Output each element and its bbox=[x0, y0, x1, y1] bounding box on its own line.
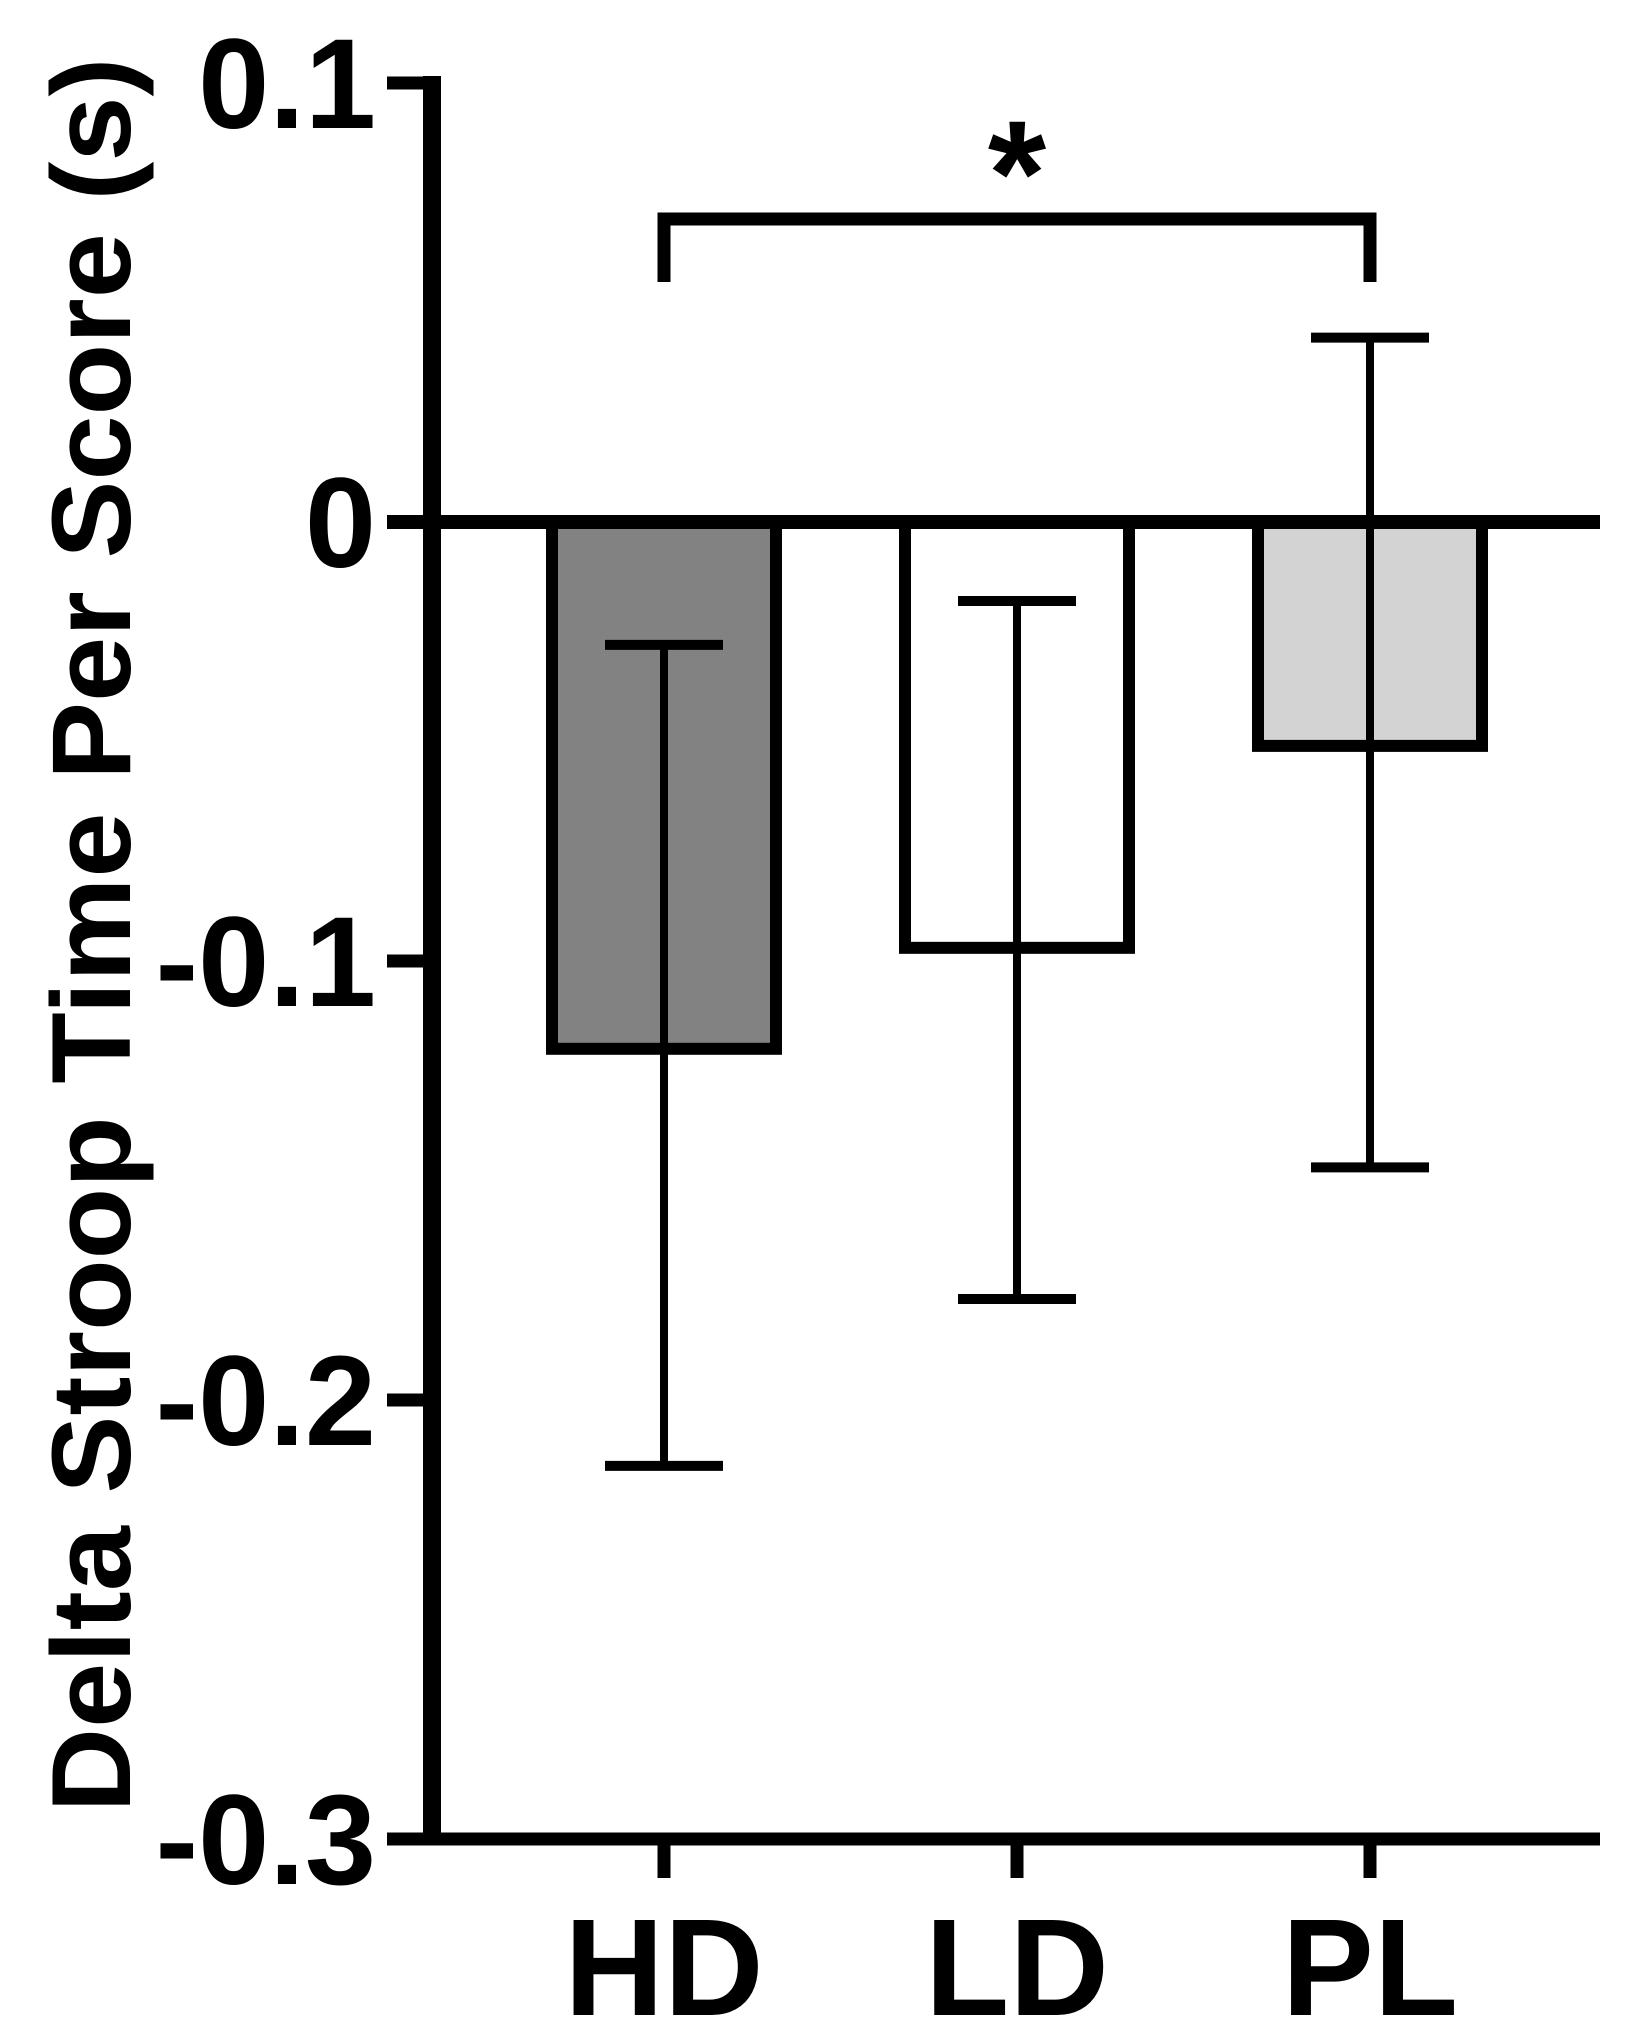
y-tick-label--0.2: -0.2 bbox=[155, 1330, 376, 1473]
bars-group bbox=[546, 332, 1488, 1471]
x-tick-label-ld: LD bbox=[925, 1891, 1109, 2044]
y-tick-label--0.1: -0.1 bbox=[155, 891, 376, 1034]
x-tick-label-pl: PL bbox=[1282, 1891, 1458, 2044]
significance-bracket: * bbox=[657, 89, 1377, 282]
x-labels-group: HD LD PL bbox=[564, 1839, 1458, 2044]
y-tick-label--0.3: -0.3 bbox=[155, 1769, 376, 1912]
significance-asterisk: * bbox=[988, 89, 1047, 257]
axes-group bbox=[387, 76, 1600, 1846]
y-tick-labels-group: 0.1 0 -0.1 -0.2 -0.3 bbox=[155, 13, 376, 1912]
x-tick-label-hd: HD bbox=[564, 1891, 763, 2044]
y-axis-title: Delta Stroop Time Per Score (s) bbox=[29, 58, 154, 1813]
y-tick-label-0.1: 0.1 bbox=[198, 13, 376, 156]
y-tick-label-0: 0 bbox=[305, 452, 376, 595]
